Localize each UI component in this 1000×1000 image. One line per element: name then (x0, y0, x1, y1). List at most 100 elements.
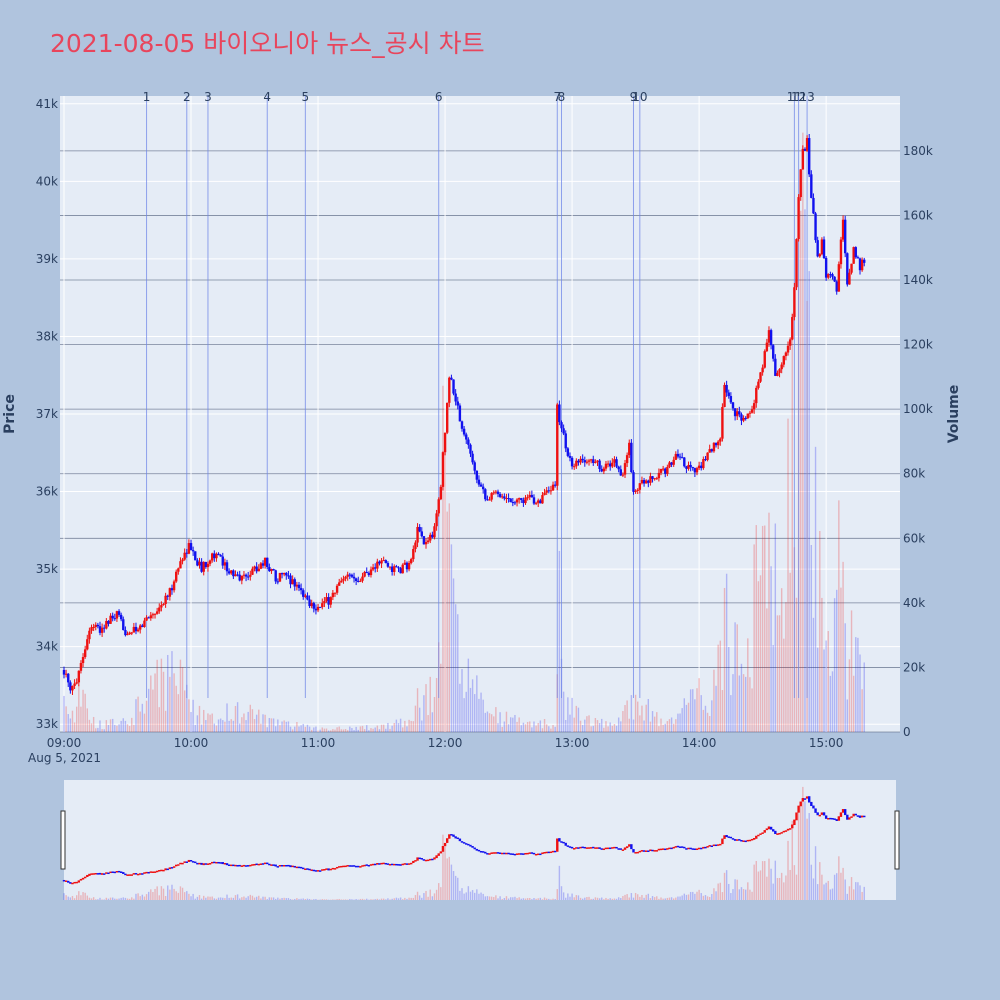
candle-body[interactable] (113, 618, 117, 620)
candle-body[interactable] (778, 369, 781, 373)
candle-body[interactable] (729, 396, 733, 403)
candle-body[interactable] (471, 453, 474, 463)
candle-body[interactable] (420, 531, 423, 537)
candle-body[interactable] (274, 570, 277, 582)
candle-body[interactable] (484, 489, 487, 500)
candle-body[interactable] (479, 484, 483, 487)
candle-body[interactable] (255, 566, 258, 572)
candle-body[interactable] (852, 247, 855, 264)
candle-body[interactable] (306, 595, 309, 600)
candle-body[interactable] (553, 484, 557, 486)
candle-body[interactable] (655, 478, 658, 480)
candle-body[interactable] (668, 462, 671, 468)
candle-body[interactable] (160, 605, 163, 608)
candle-body[interactable] (636, 489, 639, 491)
candle-body[interactable] (388, 566, 392, 568)
candle-body[interactable] (860, 259, 864, 271)
candle-body[interactable] (204, 561, 208, 568)
candle-body[interactable] (683, 457, 686, 467)
candle-body[interactable] (416, 526, 419, 543)
candle-body[interactable] (111, 615, 114, 619)
candle-body[interactable] (863, 259, 866, 263)
candle-body[interactable] (731, 402, 735, 409)
candle-body[interactable] (608, 463, 612, 467)
candle-body[interactable] (761, 367, 764, 373)
candle-body[interactable] (272, 569, 275, 571)
candle-body[interactable] (431, 534, 434, 538)
candle-body[interactable] (759, 372, 762, 382)
candle-body[interactable] (223, 562, 227, 566)
candle-body[interactable] (824, 258, 828, 278)
candle-body[interactable] (613, 459, 616, 463)
candle-body[interactable] (801, 148, 805, 170)
candle-body[interactable] (560, 422, 563, 429)
candle-body[interactable] (230, 570, 233, 574)
candle-body[interactable] (316, 606, 320, 611)
candle-body[interactable] (98, 626, 102, 633)
candle-body[interactable] (575, 460, 578, 467)
candle-body[interactable] (831, 274, 834, 277)
candle-body[interactable] (371, 567, 375, 570)
candle-body[interactable] (846, 253, 849, 285)
candle-body[interactable] (397, 567, 400, 569)
candle-body[interactable] (175, 571, 178, 582)
candle-body[interactable] (240, 575, 244, 581)
candle-body[interactable] (147, 617, 150, 619)
candle-body[interactable] (122, 619, 125, 630)
candle-body[interactable] (835, 281, 838, 292)
candle-body[interactable] (704, 459, 707, 461)
candle-body[interactable] (604, 463, 608, 469)
candle-body[interactable] (742, 417, 745, 421)
candle-body[interactable] (278, 572, 282, 582)
candle-body[interactable] (837, 264, 841, 292)
candle-body[interactable] (73, 683, 76, 686)
candle-body[interactable] (67, 673, 70, 683)
candle-body[interactable] (812, 197, 815, 214)
candle-body[interactable] (282, 572, 286, 575)
candle-body[interactable] (598, 460, 601, 470)
candle-body[interactable] (841, 219, 845, 240)
candle-body[interactable] (354, 578, 358, 581)
candle-body[interactable] (549, 490, 553, 492)
candle-body[interactable] (189, 543, 193, 551)
candle-body[interactable] (143, 620, 146, 628)
candle-body[interactable] (498, 494, 502, 497)
candle-body[interactable] (234, 574, 237, 577)
candle-body[interactable] (242, 574, 246, 576)
candle-body[interactable] (746, 413, 750, 419)
candle-body[interactable] (465, 434, 468, 440)
candle-body[interactable] (200, 561, 203, 572)
candle-body[interactable] (808, 138, 811, 175)
candle-body[interactable] (162, 604, 165, 606)
candle-body[interactable] (297, 584, 301, 589)
candle-body[interactable] (496, 491, 500, 495)
candle-body[interactable] (363, 571, 366, 577)
candle-body[interactable] (287, 575, 290, 577)
candle-body[interactable] (227, 571, 231, 574)
candle-body[interactable] (469, 444, 472, 454)
candle-body[interactable] (346, 574, 349, 577)
candle-body[interactable] (81, 657, 85, 664)
candle-body[interactable] (441, 452, 445, 487)
candle-body[interactable] (424, 542, 428, 545)
candle-body[interactable] (791, 317, 794, 340)
candle-body[interactable] (776, 372, 779, 376)
candle-body[interactable] (541, 495, 544, 504)
candle-body[interactable] (299, 588, 303, 591)
candle-body[interactable] (445, 402, 449, 433)
candle-body[interactable] (706, 452, 709, 460)
candle-body[interactable] (185, 552, 188, 554)
candle-body[interactable] (149, 615, 152, 619)
candle-body[interactable] (208, 560, 212, 564)
candle-body[interactable] (117, 611, 121, 615)
candle-body[interactable] (183, 552, 186, 560)
candle-body[interactable] (414, 542, 417, 549)
candle-body[interactable] (685, 466, 688, 469)
candle-body[interactable] (206, 563, 210, 568)
candle-body[interactable] (94, 624, 97, 627)
candle-body[interactable] (191, 550, 195, 552)
candle-body[interactable] (803, 148, 807, 151)
candle-body[interactable] (856, 257, 860, 259)
candle-body[interactable] (619, 469, 622, 476)
candle-body[interactable] (249, 574, 252, 577)
